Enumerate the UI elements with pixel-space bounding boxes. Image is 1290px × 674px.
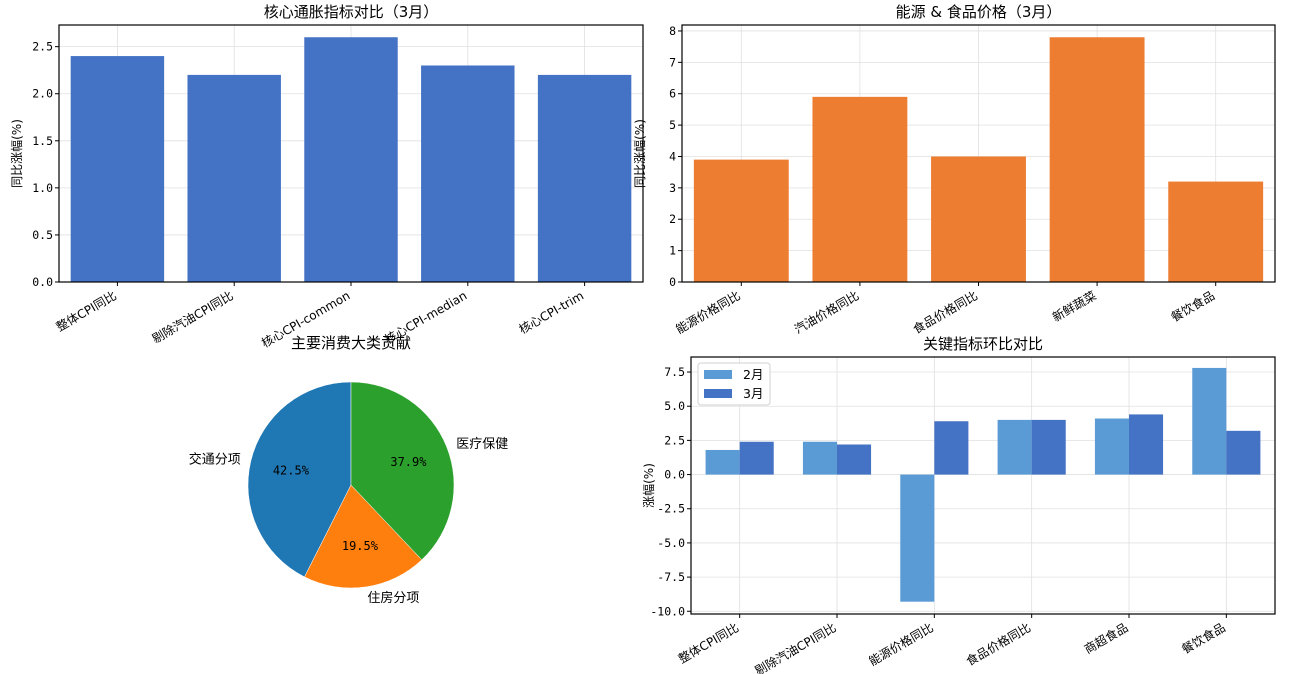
pie-slice xyxy=(350,381,455,561)
x-tick-label: 食品价格同比 xyxy=(963,620,1033,669)
pie-slice xyxy=(304,484,423,589)
bar-2月 xyxy=(900,474,935,602)
y-tick-label: 2.0 xyxy=(32,87,53,101)
y-tick-label: 7.5 xyxy=(664,365,685,379)
pie-category-label: 医疗保健 xyxy=(456,437,508,452)
y-tick-label: 3 xyxy=(669,181,676,195)
y-tick-label: 4 xyxy=(669,149,676,163)
y-tick-label: 5 xyxy=(669,118,676,132)
bar-3月 xyxy=(739,441,774,475)
x-tick-label: 餐饮食品 xyxy=(1168,288,1217,325)
bar xyxy=(1168,181,1264,282)
x-tick-label: 餐饮食品 xyxy=(1179,620,1228,657)
legend-swatch xyxy=(704,389,732,398)
bar xyxy=(304,37,398,282)
bar-3月 xyxy=(1129,414,1164,475)
y-tick-label: 0.5 xyxy=(32,228,53,242)
y-axis-label: 同比涨幅(%) xyxy=(632,119,647,188)
bar xyxy=(70,56,165,282)
x-tick-label: 核心CPI-trim xyxy=(517,288,586,336)
y-tick-label: 1.0 xyxy=(32,181,53,195)
bar xyxy=(693,159,789,282)
bar-3月 xyxy=(1226,430,1261,475)
bar-2月 xyxy=(1094,418,1129,475)
y-tick-label: 2.5 xyxy=(32,40,53,54)
legend-swatch xyxy=(704,370,732,379)
y-tick-label: 5.0 xyxy=(664,399,685,413)
y-tick-label: 0.0 xyxy=(32,275,53,289)
bar-2月 xyxy=(1192,367,1227,475)
bar xyxy=(812,96,908,282)
y-axis-label: 同比涨幅(%) xyxy=(9,119,24,188)
bar xyxy=(931,156,1026,282)
x-tick-label: 整体CPI同比 xyxy=(676,620,742,667)
y-tick-label: -2.5 xyxy=(657,502,685,516)
x-tick-label: 剔除汽油CPI同比 xyxy=(752,620,838,674)
axes-2: 主要消费大类贡献 42.5% 交通分项 19.5% 住房分项 37.9% 医疗保健 xyxy=(189,334,508,606)
x-tick-label: 商超食品 xyxy=(1081,620,1130,657)
pie-pct-label: 37.9% xyxy=(390,455,427,469)
x-tick-label: 新鲜蔬菜 xyxy=(1050,288,1099,325)
y-tick-label: -7.5 xyxy=(657,570,685,584)
y-tick-label: 1 xyxy=(669,244,676,258)
y-tick-label: -5.0 xyxy=(657,536,685,550)
y-tick-label: 1.5 xyxy=(32,134,53,148)
bar-3月 xyxy=(837,444,872,475)
y-tick-label: 8 xyxy=(669,24,676,38)
x-tick-label: 食品价格同比 xyxy=(910,288,980,337)
y-tick-label: 2 xyxy=(669,212,676,226)
pie-slice xyxy=(247,381,352,578)
chart-title: 核心通胀指标对比（3月） xyxy=(264,3,439,21)
bar xyxy=(187,74,281,283)
x-tick-label: 整体CPI同比 xyxy=(53,288,119,335)
y-tick-label: 2.5 xyxy=(664,433,685,447)
x-tick-label: 能源价格同比 xyxy=(673,288,743,337)
bar-3月 xyxy=(934,421,969,475)
pie-pct-label: 42.5% xyxy=(273,464,310,478)
y-tick-label: 0 xyxy=(669,275,676,289)
pie-pct-label: 19.5% xyxy=(342,539,379,553)
axes-1: 能源 & 食品价格（3月） 0 1 2 3 4 5 6 7 8 能源价格同比 汽油价格同比 食品价格同比… xyxy=(632,3,1276,337)
pie-category-label: 交通分项 xyxy=(189,452,241,468)
bar-2月 xyxy=(705,449,740,475)
x-tick-label: 剔除汽油CPI同比 xyxy=(149,288,235,347)
bar-2月 xyxy=(802,441,837,475)
y-tick-label: 7 xyxy=(669,55,676,69)
axes-3: 关键指标环比对比 -10.0 -7.5 -5.0 -2.5 0.0 2.5 5.0 7.5 整体C… xyxy=(641,335,1276,674)
chart-title: 关键指标环比对比 xyxy=(923,335,1043,353)
bar xyxy=(421,65,515,282)
legend-label: 3月 xyxy=(743,386,763,401)
bar xyxy=(1049,37,1145,282)
legend-label: 2月 xyxy=(743,367,763,382)
axes-0: 核心通胀指标对比（3月） 0.0 0.5 1.0 1.5 2.0 2.5 整体CPI同比 剔除汽… xyxy=(9,3,644,350)
pie-category-label: 住房分项 xyxy=(367,590,419,606)
y-tick-label: 0.0 xyxy=(664,468,685,482)
chart-title: 主要消费大类贡献 xyxy=(291,334,411,352)
bar-3月 xyxy=(1031,419,1066,475)
y-axis-label: 涨幅(%) xyxy=(641,463,656,508)
x-tick-label: 汽油价格同比 xyxy=(792,288,862,337)
x-tick-label: 能源价格同比 xyxy=(866,620,936,669)
y-tick-label: 6 xyxy=(669,87,676,101)
chart-title: 能源 & 食品价格（3月） xyxy=(896,3,1062,21)
y-tick-label: -10.0 xyxy=(650,604,685,618)
bar xyxy=(537,74,632,283)
bar-2月 xyxy=(997,419,1032,475)
